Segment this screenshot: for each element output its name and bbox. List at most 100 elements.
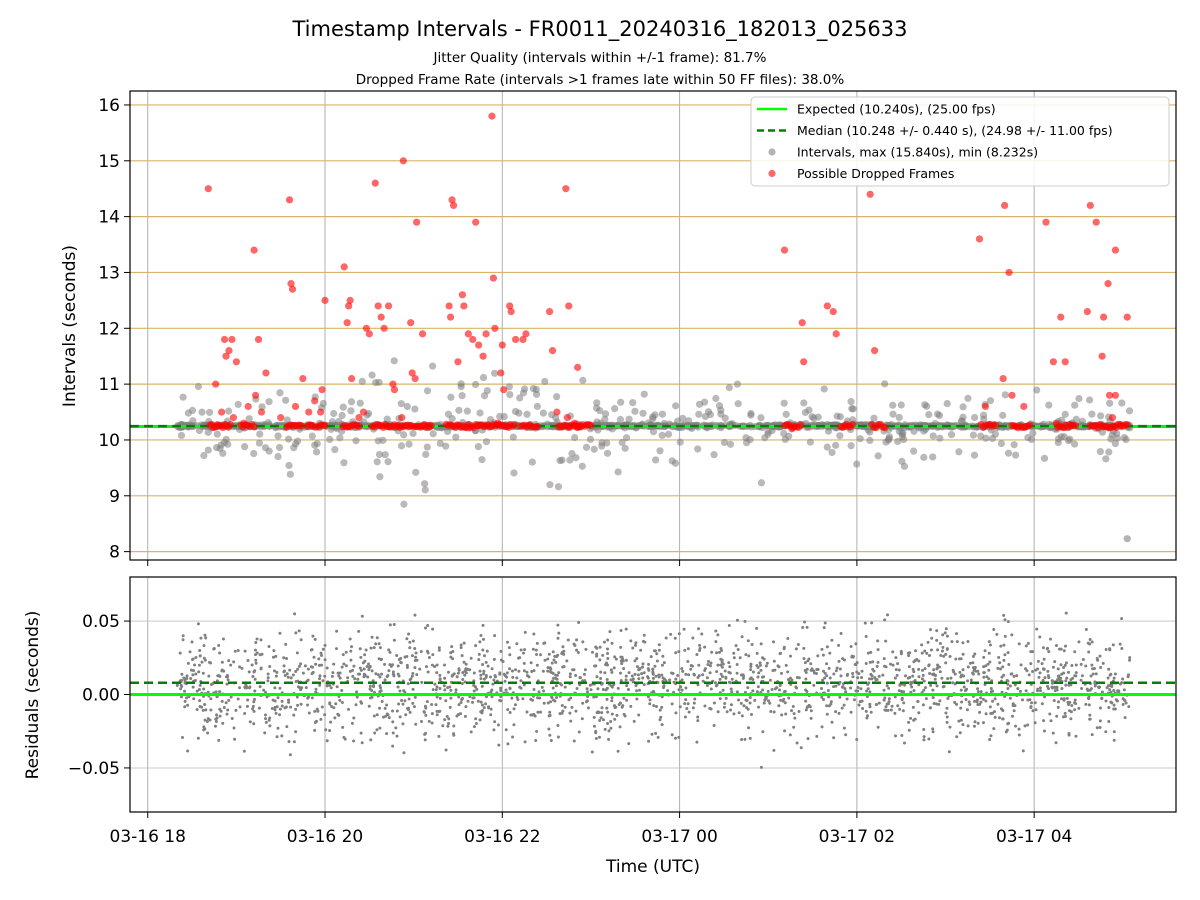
residual-point (941, 645, 945, 649)
residual-point (946, 696, 950, 700)
chart-title: Timestamp Intervals - FR0011_20240316_18… (291, 17, 907, 42)
residual-point (1042, 719, 1046, 723)
interval-point (614, 468, 622, 476)
interval-point (373, 458, 381, 466)
interval-point (969, 431, 977, 439)
residual-point (435, 709, 439, 713)
residual-point (715, 670, 719, 674)
residual-point (679, 685, 683, 689)
residual-point (433, 682, 437, 686)
residual-point (864, 709, 868, 713)
dropped-frame-point (222, 352, 230, 360)
residual-point (969, 678, 973, 682)
residual-point (791, 704, 795, 708)
residual-point (631, 646, 635, 650)
residual-point (552, 658, 556, 662)
interval-point (959, 403, 967, 411)
residual-point (248, 685, 252, 689)
residual-point (511, 735, 515, 739)
residual-point (558, 712, 562, 716)
residual-point (257, 706, 261, 710)
residual-point (703, 667, 707, 671)
residual-point (383, 706, 387, 710)
residual-point (766, 689, 770, 693)
residual-point (976, 687, 980, 691)
residual-point (1064, 611, 1068, 615)
residual-point (681, 669, 685, 673)
residual-point (203, 702, 207, 706)
interval-point (381, 451, 389, 459)
residual-point (297, 629, 301, 633)
residual-point (834, 669, 838, 673)
residual-point (805, 667, 809, 671)
residual-point (186, 703, 190, 707)
dropped-frame-point (498, 341, 506, 349)
residual-point (660, 673, 664, 677)
interval-point (480, 392, 489, 400)
residual-point (710, 650, 714, 654)
residual-point (470, 700, 474, 704)
interval-point (603, 449, 612, 457)
residual-point (1088, 713, 1092, 717)
residual-point (931, 696, 935, 700)
residual-point (860, 669, 864, 673)
residual-point (340, 701, 344, 705)
residual-point (913, 678, 917, 682)
residual-point (229, 695, 233, 699)
residual-point (832, 672, 836, 676)
residual-point (744, 653, 748, 657)
residual-point (714, 684, 718, 688)
residual-point (999, 667, 1003, 671)
residual-point (206, 731, 210, 735)
residual-point (920, 668, 924, 672)
y-axis-label-intervals: Intervals (seconds) (60, 245, 80, 407)
residual-point (348, 637, 352, 641)
interval-point (471, 380, 480, 389)
residual-point (823, 676, 827, 680)
residual-point (1091, 667, 1095, 671)
residual-point (664, 679, 668, 683)
residual-point (961, 668, 965, 672)
residual-point (462, 641, 466, 645)
dropped-frame-point (460, 302, 468, 310)
residual-point (804, 671, 808, 675)
residual-point (1069, 717, 1073, 721)
residual-point (647, 668, 651, 672)
residual-point (222, 669, 226, 673)
residual-point (450, 674, 454, 678)
residual-point (472, 671, 476, 675)
interval-point (725, 384, 733, 392)
residual-point (359, 668, 363, 672)
residual-point (514, 668, 518, 672)
residual-point (911, 705, 915, 709)
residual-point (513, 703, 517, 707)
residual-point (686, 660, 690, 664)
residual-point (1112, 703, 1116, 707)
dropped-frame-point (489, 274, 498, 282)
residual-point (221, 637, 225, 641)
residual-point (875, 702, 879, 706)
residual-point (909, 680, 913, 684)
residual-point (954, 657, 958, 661)
residual-point (372, 685, 376, 689)
residual-point (763, 697, 767, 701)
residual-point (1074, 663, 1078, 667)
residual-point (452, 724, 456, 728)
interval-point (889, 401, 897, 409)
dropped-frame-point (797, 421, 805, 429)
residual-point (950, 640, 954, 644)
residual-point (555, 673, 559, 677)
residual-point (981, 721, 985, 725)
residual-point (944, 652, 948, 656)
residual-point (209, 697, 213, 701)
residual-point (447, 717, 451, 721)
residual-point (574, 674, 578, 678)
dropped-frame-point (800, 358, 808, 366)
residual-point (480, 684, 484, 688)
interval-point (923, 402, 931, 410)
residual-point (546, 666, 550, 670)
residual-point (598, 658, 602, 662)
residual-point (592, 715, 596, 719)
residual-point (864, 662, 868, 666)
interval-point (955, 448, 963, 456)
